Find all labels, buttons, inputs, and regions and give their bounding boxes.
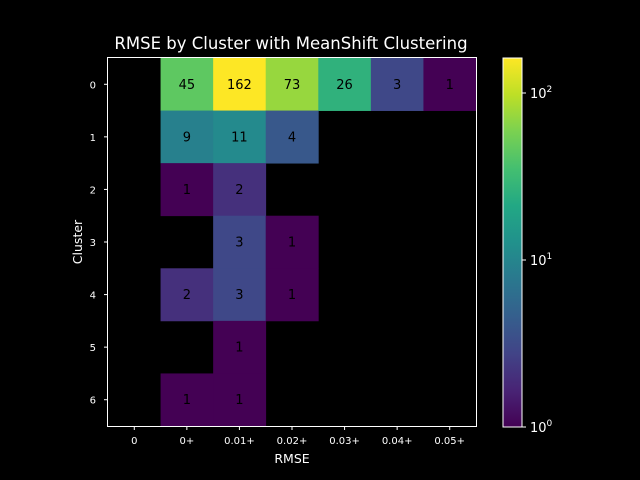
heatmap-cell — [318, 58, 372, 111]
heatmap-cell — [370, 58, 424, 111]
cell-value-label: 3 — [235, 236, 243, 251]
y-tick-label: 6 — [90, 396, 96, 407]
cell-value-label: 9 — [183, 130, 191, 145]
heatmap-cells — [160, 58, 477, 427]
colorbar-tick-label: 100 — [530, 419, 553, 436]
heatmap-cell — [213, 163, 267, 217]
cell-value-label: 3 — [235, 288, 243, 303]
cell-value-label: 1 — [235, 341, 243, 356]
cell-value-label: 1 — [235, 393, 243, 408]
heatmap-cell — [213, 268, 267, 322]
cell-value-label: 73 — [284, 78, 301, 93]
heatmap-cell — [160, 163, 214, 217]
y-tick-label: 2 — [90, 185, 96, 196]
y-tick-label: 5 — [90, 343, 96, 354]
chart-title: RMSE by Cluster with MeanShift Clusterin… — [114, 34, 467, 53]
heatmap-cell — [265, 215, 319, 269]
heatmap-cell — [213, 373, 267, 427]
heatmap-cell — [160, 373, 214, 427]
heatmap-cell — [213, 110, 267, 164]
heatmap-cell — [213, 215, 267, 269]
cell-value-label: 2 — [183, 288, 191, 303]
colorbar — [502, 57, 523, 428]
cell-value-label: 1 — [288, 288, 296, 303]
heatmap-cell — [213, 320, 267, 374]
cell-value-label: 1 — [288, 236, 296, 251]
y-axis-label: Cluster — [70, 219, 85, 264]
colorbar-ticks: 100 101 102 — [522, 85, 553, 436]
y-tick-label: 1 — [90, 133, 96, 144]
x-tick-label: 0.02+ — [277, 436, 308, 447]
x-tick-label: 0 — [131, 436, 137, 447]
heatmap-cell — [265, 110, 319, 164]
cell-value-label: 4 — [288, 130, 296, 145]
cell-value-label: 1 — [183, 183, 191, 198]
cell-value-label: 26 — [336, 78, 353, 93]
y-tick-label: 3 — [90, 238, 96, 249]
x-tick-label: 0+ — [179, 436, 194, 447]
y-tick-label: 4 — [90, 291, 96, 302]
heatmap-cell — [213, 58, 267, 111]
cell-value-label: 11 — [231, 130, 248, 145]
y-tick-label: 0 — [90, 80, 96, 91]
x-axis: 0 0+ 0.01+ 0.02+ 0.03+ 0.04+ 0.05+ — [131, 426, 465, 447]
cell-value-label: 1 — [183, 393, 191, 408]
heatmap-cell — [160, 110, 214, 164]
y-axis: 0 1 2 3 4 5 6 — [90, 80, 108, 407]
heatmap-cell — [423, 58, 477, 111]
colorbar-tick-label: 102 — [530, 85, 552, 102]
cell-value-label: 2 — [235, 183, 243, 198]
cell-value-label: 45 — [179, 78, 196, 93]
heatmap-cell — [265, 58, 319, 111]
x-tick-label: 0.03+ — [329, 436, 360, 447]
heatmap-cell — [160, 268, 214, 322]
cell-labels: 45 162 73 26 3 19 11 41 23 12 3 111 1 — [179, 78, 454, 408]
colorbar-tick-label: 101 — [530, 252, 552, 269]
cell-value-label: 3 — [393, 78, 401, 93]
cell-value-label: 1 — [446, 78, 454, 93]
heatmap-cell — [160, 58, 214, 111]
x-axis-label: RMSE — [274, 451, 309, 466]
x-tick-label: 0.04+ — [382, 436, 413, 447]
heatmap-cell — [265, 268, 319, 322]
x-tick-label: 0.05+ — [434, 436, 465, 447]
cell-value-label: 162 — [227, 78, 252, 93]
x-tick-label: 0.01+ — [224, 436, 255, 447]
